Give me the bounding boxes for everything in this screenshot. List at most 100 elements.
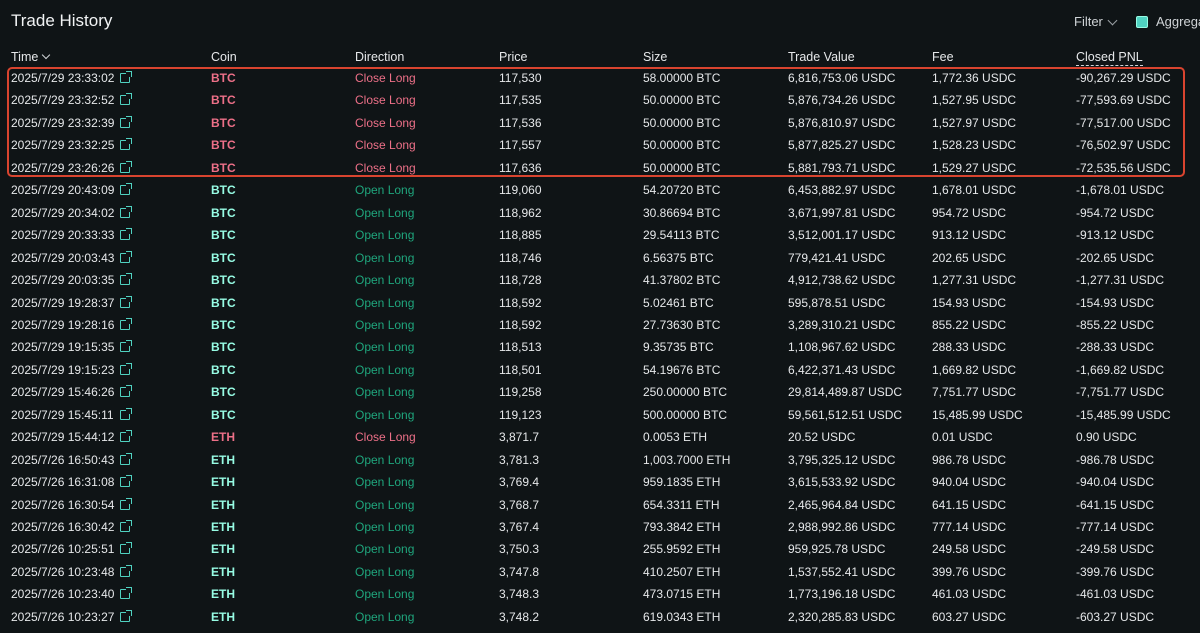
external-link-icon[interactable]	[120, 362, 133, 375]
external-link-icon[interactable]	[120, 340, 133, 353]
fee: 1,529.27 USDC	[932, 160, 1017, 175]
direction: Close Long	[355, 138, 416, 153]
fee: 954.72 USDC	[932, 205, 1007, 220]
trade-value: 5,876,810.97 USDC	[788, 115, 896, 130]
external-link-icon[interactable]	[120, 317, 133, 330]
external-link-icon[interactable]	[120, 452, 133, 465]
fee: 7,751.77 USDC	[932, 385, 1017, 400]
closed-pnl: -777.14 USDC	[1076, 520, 1155, 534]
direction: Open Long	[355, 587, 415, 602]
trade-value: 3,671,997.81 USDC	[788, 205, 896, 220]
external-link-icon[interactable]	[120, 475, 133, 488]
closed-pnl: -913.12 USDC	[1076, 228, 1155, 243]
coin: BTC	[211, 407, 236, 422]
fee: 1,678.01 USDC	[932, 183, 1017, 198]
filter-label: Filter	[1074, 14, 1103, 29]
closed-pnl: -940.04 USDC	[1076, 475, 1155, 490]
size: 255.9592 ETH	[643, 542, 721, 557]
fee: 399.76 USDC	[932, 564, 1007, 579]
trade-value: 779,421.41 USDC	[788, 250, 886, 265]
external-link-icon[interactable]	[120, 542, 133, 555]
external-link-icon[interactable]	[120, 93, 133, 106]
external-link-icon[interactable]	[120, 228, 133, 241]
external-link-icon[interactable]	[120, 138, 133, 151]
trade-time: 2025/7/29 23:33:02	[11, 71, 133, 85]
trade-time: 2025/7/29 23:32:39	[11, 115, 133, 130]
external-link-icon[interactable]	[120, 205, 133, 218]
size: 27.73630 BTC	[643, 317, 721, 332]
price: 118,962	[499, 205, 542, 220]
direction: Open Long	[355, 317, 415, 332]
column-header-price: Price	[499, 50, 528, 64]
trade-value: 2,465,964.84 USDC	[788, 497, 896, 512]
trade-value: 6,422,371.43 USDC	[788, 362, 896, 377]
filter-dropdown[interactable]: Filter	[1074, 14, 1118, 29]
direction: Open Long	[355, 205, 415, 220]
trade-time: 2025/7/29 15:44:12	[11, 430, 133, 444]
price: 118,513	[499, 340, 542, 355]
trade-value: 595,878.51 USDC	[788, 295, 886, 310]
table-row: 2025/7/29 20:34:02 BTC Open Long 118,962 30.…	[0, 202, 1200, 224]
external-link-icon[interactable]	[120, 587, 133, 600]
trade-value: 959,925.78 USDC	[788, 542, 886, 557]
coin: BTC	[211, 115, 236, 130]
table-row: 2025/7/26 16:50:43 ETH Open Long 3,781.3 1,0…	[0, 449, 1200, 471]
trade-time: 2025/7/26 10:23:48	[11, 564, 133, 579]
trade-value: 1,773,196.18 USDC	[788, 587, 896, 602]
table-row: 2025/7/26 10:25:51 ETH Open Long 3,750.3 255…	[0, 538, 1200, 560]
trade-time: 2025/7/29 20:03:35	[11, 273, 133, 287]
direction: Open Long	[355, 340, 415, 355]
external-link-icon[interactable]	[120, 71, 133, 83]
closed-pnl: -15,485.99 USDC	[1076, 407, 1171, 422]
size: 473.0715 ETH	[643, 587, 721, 602]
column-header-closed-pnl[interactable]: Closed PNL	[1076, 50, 1143, 66]
table-row: 2025/7/29 19:28:16 BTC Open Long 118,592 27.…	[0, 314, 1200, 336]
price: 117,536	[499, 115, 542, 130]
coin: ETH	[211, 497, 235, 512]
column-header-time[interactable]: Time	[11, 50, 51, 64]
closed-pnl: -77,517.00 USDC	[1076, 115, 1171, 130]
aggregate-checkbox[interactable]	[1136, 15, 1148, 28]
column-header-fee: Fee	[932, 50, 954, 64]
external-link-icon[interactable]	[120, 609, 133, 622]
sort-chevron-icon[interactable]	[42, 50, 51, 60]
external-link-icon[interactable]	[120, 250, 133, 263]
price: 117,535	[499, 93, 542, 108]
fee: 0.01 USDC	[932, 430, 993, 445]
trade-time: 2025/7/29 23:32:25	[11, 138, 133, 152]
price: 117,557	[499, 138, 542, 153]
table-row: 2025/7/29 15:44:12 ETH Close Long 3,871.7 0.…	[0, 426, 1200, 448]
trade-value: 6,816,753.06 USDC	[788, 71, 896, 85]
external-link-icon[interactable]	[120, 430, 133, 443]
external-link-icon[interactable]	[120, 385, 133, 398]
direction: Close Long	[355, 160, 416, 175]
trade-time: 2025/7/26 16:30:42	[11, 520, 133, 534]
external-link-icon[interactable]	[120, 115, 133, 128]
trade-time: 2025/7/29 20:33:33	[11, 228, 133, 242]
external-link-icon[interactable]	[120, 497, 133, 510]
trade-time: 2025/7/29 15:45:11	[11, 407, 132, 422]
closed-pnl: -7,751.77 USDC	[1076, 385, 1165, 400]
external-link-icon[interactable]	[119, 407, 132, 420]
external-link-icon[interactable]	[120, 520, 133, 532]
size: 29.54113 BTC	[643, 228, 720, 243]
chevron-down-icon	[1107, 15, 1118, 25]
column-header-coin: Coin	[211, 50, 237, 64]
external-link-icon[interactable]	[120, 183, 133, 196]
price: 3,748.3	[499, 587, 540, 602]
external-link-icon[interactable]	[120, 295, 133, 308]
external-link-icon[interactable]	[120, 160, 133, 173]
size: 30.86694 BTC	[643, 205, 721, 220]
external-link-icon[interactable]	[120, 564, 133, 577]
aggregate-toggle[interactable]: Aggrega	[1136, 14, 1200, 29]
trade-time: 2025/7/29 19:28:16	[11, 317, 133, 332]
external-link-icon[interactable]	[120, 273, 133, 286]
coin: BTC	[211, 93, 236, 108]
coin: BTC	[211, 205, 236, 220]
size: 410.2507 ETH	[643, 564, 721, 579]
size: 54.19676 BTC	[643, 362, 721, 377]
fee: 288.33 USDC	[932, 340, 1007, 355]
trade-time: 2025/7/29 20:03:43	[11, 250, 133, 265]
size: 58.00000 BTC	[643, 71, 721, 85]
fee: 154.93 USDC	[932, 295, 1007, 310]
